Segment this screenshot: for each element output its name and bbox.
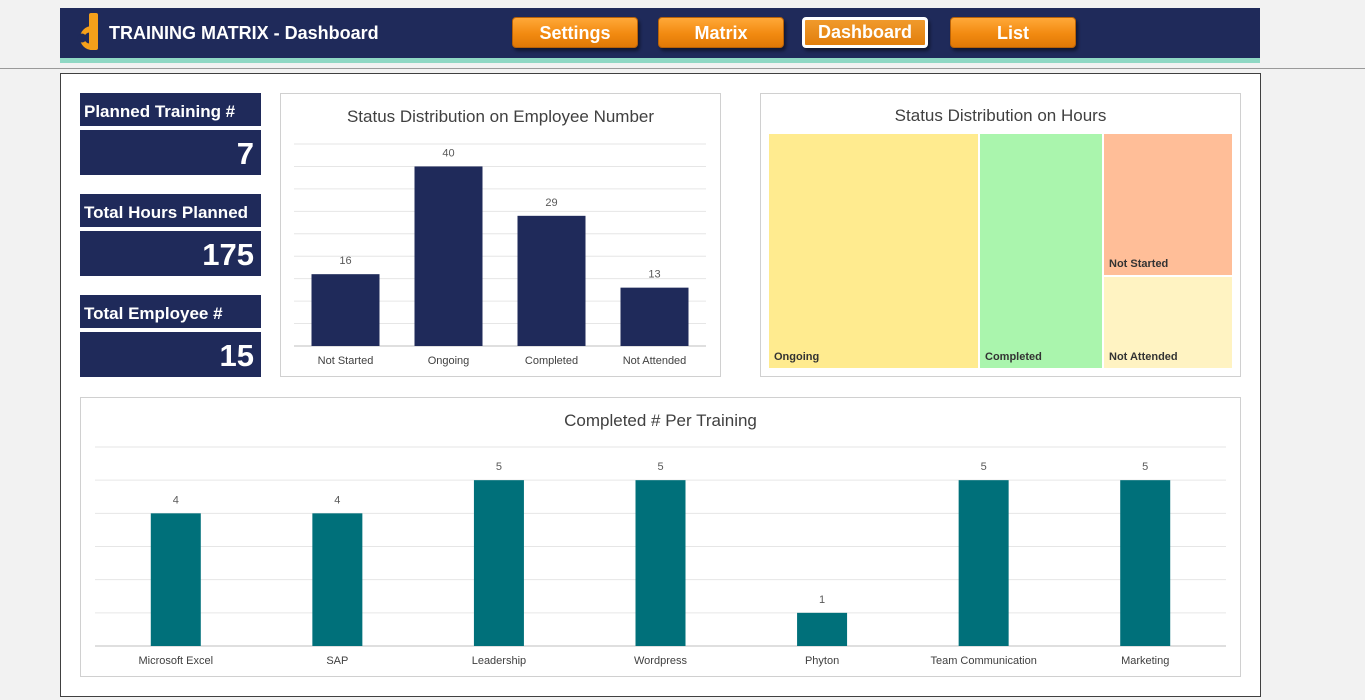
training-bar-team-communication	[958, 480, 1009, 646]
treemap-cell-not-started: Not Started	[1103, 133, 1233, 276]
category-label: Phyton	[805, 655, 839, 667]
status-bar-not-started	[311, 274, 380, 346]
chart-title: Status Distribution on Employee Number	[346, 107, 655, 126]
category-label: Wordpress	[634, 655, 687, 667]
status-bar-not-attended	[620, 287, 689, 346]
treemap-cell-ongoing: Ongoing	[768, 133, 979, 369]
treemap-cell-not-attended: Not Attended	[1103, 276, 1233, 369]
category-label: Not Started	[318, 355, 374, 367]
kpi-planned-training-value: 7	[80, 130, 261, 175]
category-label: Leadership	[472, 655, 526, 667]
data-label: 5	[981, 461, 987, 473]
data-label: 5	[496, 461, 502, 473]
kpi-total-employee-label: Total Employee #	[80, 295, 261, 330]
header-accent-stripe	[60, 58, 1260, 63]
category-label: SAP	[326, 655, 348, 667]
data-label: 4	[173, 494, 179, 506]
kpi-total-employee-value: 15	[80, 332, 261, 377]
category-label: Ongoing	[428, 355, 470, 367]
category-label: Microsoft Excel	[138, 655, 213, 667]
status-bar-completed	[517, 215, 586, 346]
data-label: 4	[334, 494, 340, 506]
training-bar-sap	[312, 513, 363, 646]
status-bar-ongoing	[414, 166, 483, 346]
kpi-total-hours-label: Total Hours Planned	[80, 194, 261, 229]
d-logo-icon	[77, 13, 98, 50]
data-label: 40	[442, 147, 454, 159]
chart-title: Status Distribution on Hours	[894, 106, 1107, 125]
training-bar-leadership	[473, 480, 524, 646]
treemap-cell-completed: Completed	[979, 133, 1103, 369]
kpi-planned-training-label: Planned Training #	[80, 93, 261, 128]
header-divider	[0, 68, 1365, 69]
matrix-button[interactable]: Matrix	[658, 17, 784, 48]
training-bar-wordpress	[635, 480, 686, 646]
training-bar-marketing	[1120, 480, 1171, 646]
data-label: 29	[545, 197, 557, 209]
category-label: Team Communication	[930, 655, 1036, 667]
completed-per-training-plot: 4 Microsoft Excel 4 SAP 5 Leadership 5 Wordpres…	[95, 446, 1226, 667]
settings-button[interactable]: Settings	[512, 17, 638, 48]
chart-title: Completed # Per Training	[564, 411, 757, 430]
treemap-label: Completed	[985, 351, 1042, 363]
status-employee-plot: 16 Not Started 40 Ongoing 29 Completed 13 Not A…	[294, 143, 706, 367]
app-header: TRAINING MATRIX - Dashboard Settings Mat…	[60, 8, 1260, 60]
treemap-label: Ongoing	[774, 351, 820, 363]
data-label: 5	[1142, 461, 1148, 473]
treemap-label: Not Attended	[1109, 351, 1178, 363]
training-bar-phyton	[797, 612, 848, 646]
status-employee-chart: Status Distribution on Employee Number 1…	[280, 93, 721, 377]
data-label: 13	[648, 269, 660, 281]
kpi-total-hours-value: 175	[80, 231, 261, 276]
treemap-label: Not Started	[1109, 258, 1169, 270]
training-bar-microsoft-excel	[150, 513, 201, 646]
completed-per-training-chart: Completed # Per Training 4 Microsoft Exce…	[80, 397, 1241, 677]
category-label: Marketing	[1121, 655, 1169, 667]
app-title: TRAINING MATRIX - Dashboard	[109, 23, 379, 43]
data-label: 5	[657, 461, 663, 473]
category-label: Not Attended	[623, 355, 687, 367]
data-label: 1	[819, 594, 825, 606]
data-label: 16	[339, 255, 351, 267]
status-hours-chart: Status Distribution on Hours Ongoing Com…	[760, 93, 1241, 377]
list-button[interactable]: List	[950, 17, 1076, 48]
dashboard-button[interactable]: Dashboard	[802, 17, 928, 48]
category-label: Completed	[525, 355, 578, 367]
